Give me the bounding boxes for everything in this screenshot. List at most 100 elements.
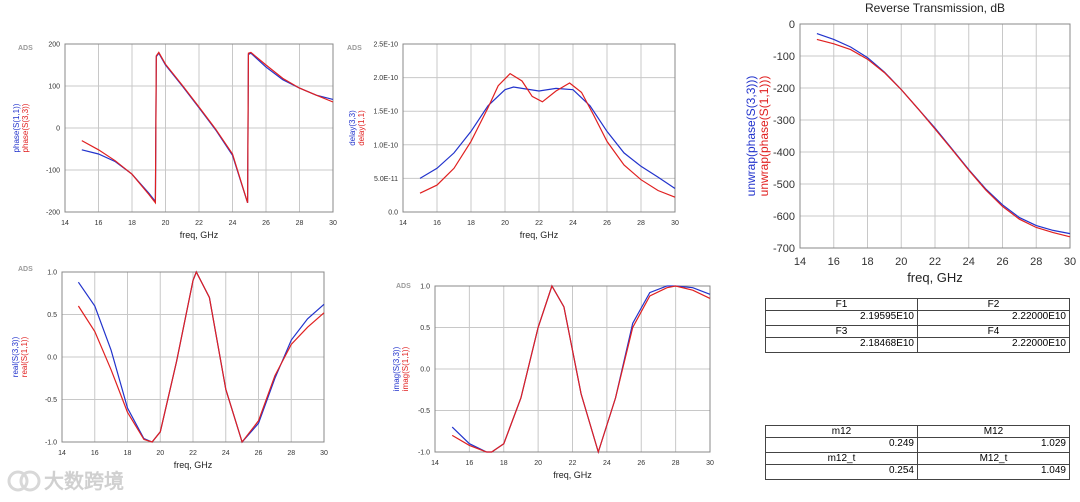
- imag-plot-svg: ADS 14 16 18 20 22 24 26 28 30 -1.0 -0.5 0.0 0.5 1.0 fr…: [392, 283, 714, 480]
- y-tick-label: 0.5: [47, 312, 57, 319]
- x-tick-label: 18: [861, 256, 873, 268]
- series-line: [81, 51, 334, 205]
- y-axis-label-line: imag(S(3,3)): [392, 346, 401, 391]
- table-row: F3 F4: [765, 325, 1070, 338]
- ads-label: ADS: [18, 266, 33, 273]
- x-tick-label: 16: [828, 256, 840, 268]
- table-header-cell: M12_t: [917, 452, 1070, 465]
- table-row: F1 F2: [765, 298, 1070, 311]
- y-axis-label-line: delay(1,1): [357, 110, 366, 146]
- x-axis-label: freq, GHz: [520, 230, 559, 240]
- x-tick-label: 20: [156, 450, 164, 457]
- y-tick-label: -1.0: [418, 449, 430, 456]
- y-tick-label: 1.0E-10: [373, 142, 398, 149]
- series-line: [77, 270, 325, 444]
- x-tick-label: 22: [189, 450, 197, 457]
- x-tick-label: 18: [124, 450, 132, 457]
- table-row: 0.249 1.029: [765, 437, 1070, 453]
- table-header-cell: F1: [765, 298, 918, 311]
- table-value-cell: 2.22000E10: [917, 310, 1070, 326]
- x-axis-label: freq, GHz: [907, 270, 963, 285]
- table-header-cell: F4: [917, 325, 1070, 338]
- x-tick-label: 20: [534, 460, 542, 467]
- table-header-cell: F2: [917, 298, 1070, 311]
- x-tick-label: 22: [569, 460, 577, 467]
- table-value-cell: 0.254: [765, 464, 918, 480]
- y-tick-label: 0.0: [420, 366, 430, 373]
- y-tick-label: 5.0E-11: [374, 176, 398, 183]
- x-tick-label: 14: [61, 220, 69, 227]
- unwrap-plot-svg: Reverse Transmission, dB 14 16 18 20 22 24 26 28…: [744, 1, 1076, 285]
- series-line: [419, 86, 676, 189]
- y-axis-label: phase(S(1,1))phase(S(3,3)): [12, 103, 30, 152]
- y-tick-label: -300: [773, 115, 795, 127]
- x-tick-label: 18: [500, 460, 508, 467]
- y-axis-label: unwrap(phase(S(3,3)))unwrap(phase(S(1,1)…: [744, 76, 771, 197]
- y-tick-label: 0.5: [420, 325, 430, 332]
- x-tick-label: 18: [128, 220, 136, 227]
- x-tick-label: 20: [895, 256, 907, 268]
- table-value-cell: 2.22000E10: [917, 337, 1070, 353]
- delay-plot-svg: ADS 14 16 18 20 22 24 26 28 30 0.0 5.0E-11 1.0E-10 1.…: [347, 41, 679, 240]
- y-tick-label: 0.0: [388, 209, 398, 216]
- x-tick-label: 30: [329, 220, 337, 227]
- x-tick-label: 28: [296, 220, 304, 227]
- y-axis-label-line: phase(S(1,1)): [12, 103, 21, 152]
- x-tick-label: 22: [929, 256, 941, 268]
- watermark-text: 大数跨境: [44, 469, 124, 493]
- y-axis-label-line: imag(S(1,1)): [401, 346, 410, 391]
- table-row: 0.254 1.049: [765, 464, 1070, 480]
- y-axis-label-line: delay(3,3): [348, 110, 357, 146]
- y-tick-label: -1.0: [45, 439, 57, 446]
- x-tick-label: 14: [58, 450, 66, 457]
- phase-plot-svg: ADS 14 16 18 20 22 24 26 28 30 -200 -100 0 100 200 freq…: [12, 41, 337, 240]
- table-header-cell: F3: [765, 325, 918, 338]
- ads-label: ADS: [18, 45, 33, 52]
- x-tick-label: 24: [222, 450, 230, 457]
- table-value-cell: 1.029: [917, 437, 1070, 453]
- x-tick-label: 18: [467, 220, 475, 227]
- phase-chart: ADS 14 16 18 20 22 24 26 28 30 -200 -100 0 100 200 freq…: [0, 32, 340, 262]
- x-tick-label: 28: [637, 220, 645, 227]
- x-tick-label: 16: [95, 220, 103, 227]
- x-axis-label: freq, GHz: [174, 460, 213, 470]
- x-tick-label: 16: [433, 220, 441, 227]
- y-tick-label: -200: [46, 209, 60, 216]
- x-axis-label: freq, GHz: [553, 470, 592, 480]
- table-value-cell: 2.19595E10: [765, 310, 918, 326]
- table-header-cell: M12: [917, 425, 1070, 438]
- x-tick-label: 30: [671, 220, 679, 227]
- x-tick-label: 24: [603, 460, 611, 467]
- x-tick-label: 30: [320, 450, 328, 457]
- x-tick-label: 28: [1030, 256, 1042, 268]
- y-tick-label: -500: [773, 179, 795, 191]
- y-tick-label: 1.0: [420, 283, 430, 290]
- x-tick-label: 22: [195, 220, 203, 227]
- plot-frame: [402, 43, 676, 213]
- y-axis-label: imag(S(3,3))imag(S(1,1)): [392, 346, 410, 391]
- ads-label: ADS: [396, 283, 411, 290]
- x-tick-label: 16: [91, 450, 99, 457]
- x-tick-label: 28: [672, 460, 680, 467]
- x-tick-label: 28: [287, 450, 295, 457]
- unwrap-phase-chart: Reverse Transmission, dB 14 16 18 20 22 24 26 28…: [730, 0, 1076, 300]
- table-header-cell: m12_t: [765, 452, 918, 465]
- y-tick-label: -100: [773, 51, 795, 63]
- plot-frame: [799, 23, 1071, 249]
- delay-chart: ADS 14 16 18 20 22 24 26 28 30 0.0 5.0E-11 1.0E-10 1.…: [340, 32, 685, 262]
- y-tick-label: 100: [48, 83, 60, 90]
- x-tick-label: 14: [399, 220, 407, 227]
- y-axis-label-line: phase(S(3,3)): [21, 103, 30, 152]
- y-tick-label: 1.5E-10: [373, 109, 398, 116]
- x-tick-label: 26: [637, 460, 645, 467]
- x-tick-label: 14: [431, 460, 439, 467]
- x-tick-label: 26: [255, 450, 263, 457]
- table-row: 2.18468E10 2.22000E10: [765, 337, 1070, 353]
- y-tick-label: 0: [56, 125, 60, 132]
- x-tick-label: 20: [501, 220, 509, 227]
- table-value-cell: 0.249: [765, 437, 918, 453]
- y-tick-label: -700: [773, 243, 795, 255]
- table-header-cell: m12: [765, 425, 918, 438]
- table-row: 2.19595E10 2.22000E10: [765, 310, 1070, 326]
- series-line: [816, 33, 1071, 235]
